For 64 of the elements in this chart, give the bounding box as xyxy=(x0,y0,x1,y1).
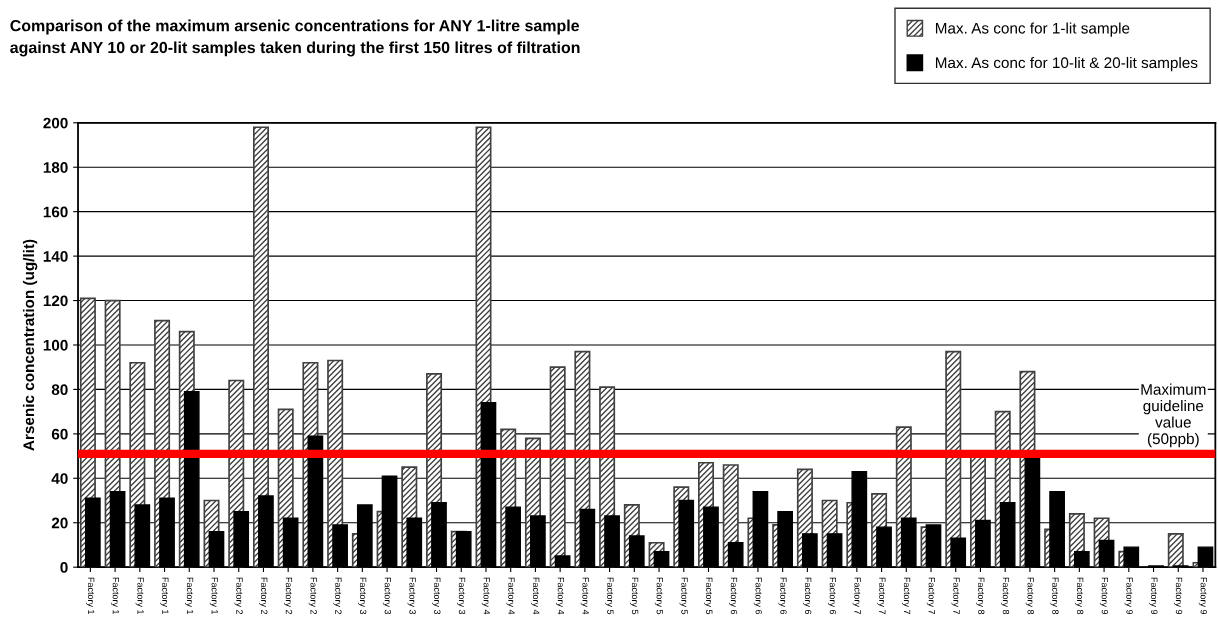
x-tick-label: Factory 9 xyxy=(1099,577,1109,615)
y-tick-label: 120 xyxy=(43,295,68,307)
x-tick-label: Factory 8 xyxy=(976,577,985,615)
x-tick-label: Factory 4 xyxy=(580,577,589,615)
y-tick-label: 20 xyxy=(51,517,68,529)
x-tick-label: Factory 1 xyxy=(110,577,119,615)
x-tick-label: Factory 7 xyxy=(926,577,935,615)
ref-line-label: Maximum guideline value (50ppb) xyxy=(1141,383,1206,448)
x-tick-label: Factory 4 xyxy=(506,577,515,615)
x-tick-label: Factory 5 xyxy=(630,577,639,615)
x-tick-label: Factory 4 xyxy=(555,577,565,615)
y-tick-label: 60 xyxy=(51,428,68,440)
x-tick-label: Factory 9 xyxy=(1124,577,1133,615)
x-tick-label: Factory 3 xyxy=(407,577,416,615)
y-axis-title: Arsenic concentration (ug/lit) xyxy=(22,239,38,451)
x-tick-label: Factory 3 xyxy=(382,577,392,615)
x-tick-label: Factory 8 xyxy=(1025,577,1034,615)
y-tick-label: 160 xyxy=(43,206,68,218)
x-tick-label: Factory 5 xyxy=(654,577,663,615)
x-tick-label: Factory 6 xyxy=(729,577,738,615)
y-tick-label: 40 xyxy=(51,473,68,484)
x-tick-label: Factory 2 xyxy=(308,577,317,615)
y-tick-label: 140 xyxy=(43,250,68,262)
x-tick-label: Factory 2 xyxy=(234,577,243,615)
x-tick-label: Factory 6 xyxy=(778,577,787,615)
y-tick-label: 200 xyxy=(43,117,68,129)
x-tick-label: Factory 6 xyxy=(827,577,837,615)
x-tick-label: Factory 7 xyxy=(951,577,960,615)
legend-label: Max. As conc for 10-lit & 20-lit samples xyxy=(935,56,1198,72)
chart-title: Comparison of the maximum arsenic concentrations for ANY 1-litre sample against ANY 10 or 20-lit samples taken during the first 150 litres of filtration xyxy=(10,19,580,57)
x-tick-label: Factory 2 xyxy=(283,577,293,615)
x-tick-label: Factory 9 xyxy=(1149,577,1158,615)
x-tick-label: Factory 1 xyxy=(86,577,95,615)
x-tick-label: Factory 1 xyxy=(160,577,169,615)
x-tick-label: Factory 3 xyxy=(358,577,367,615)
y-tick-label: 80 xyxy=(51,384,68,396)
y-tick-label: 180 xyxy=(43,162,68,173)
x-tick-label: Factory 5 xyxy=(605,577,614,615)
x-tick-label: Factory 8 xyxy=(1050,577,1059,615)
x-tick-label: Factory 5 xyxy=(704,577,713,615)
x-tick-label: Factory 1 xyxy=(135,577,144,615)
x-tick-label: Factory 8 xyxy=(1075,577,1084,615)
x-tick-label: Factory 4 xyxy=(481,577,490,615)
x-tick-label: Factory 3 xyxy=(432,577,441,615)
x-tick-label: Factory 2 xyxy=(259,577,268,615)
x-tick-label: Factory 7 xyxy=(902,577,911,615)
y-tick-label: 100 xyxy=(43,339,68,351)
x-tick-label: Factory 6 xyxy=(803,577,812,615)
x-tick-label: Factory 1 xyxy=(209,577,218,615)
x-tick-label: Factory 9 xyxy=(1198,577,1207,615)
x-tick-label: Factory 3 xyxy=(457,577,466,615)
x-tick-label: Factory 8 xyxy=(1000,577,1010,615)
y-tick-label: 0 xyxy=(60,562,68,573)
x-tick-label: Factory 1 xyxy=(185,577,194,615)
x-tick-label: Factory 6 xyxy=(753,577,762,615)
x-tick-label: Factory 4 xyxy=(531,577,540,615)
bar xyxy=(549,366,566,568)
bar xyxy=(1167,533,1184,568)
x-tick-label: Factory 7 xyxy=(877,577,886,615)
x-tick-label: Factory 2 xyxy=(333,577,342,615)
x-tick-label: Factory 7 xyxy=(852,577,861,615)
legend-label: Max. As conc for 1-lit sample xyxy=(935,22,1130,37)
x-tick-label: Factory 9 xyxy=(1174,577,1183,615)
x-tick-label: Factory 5 xyxy=(679,577,688,615)
